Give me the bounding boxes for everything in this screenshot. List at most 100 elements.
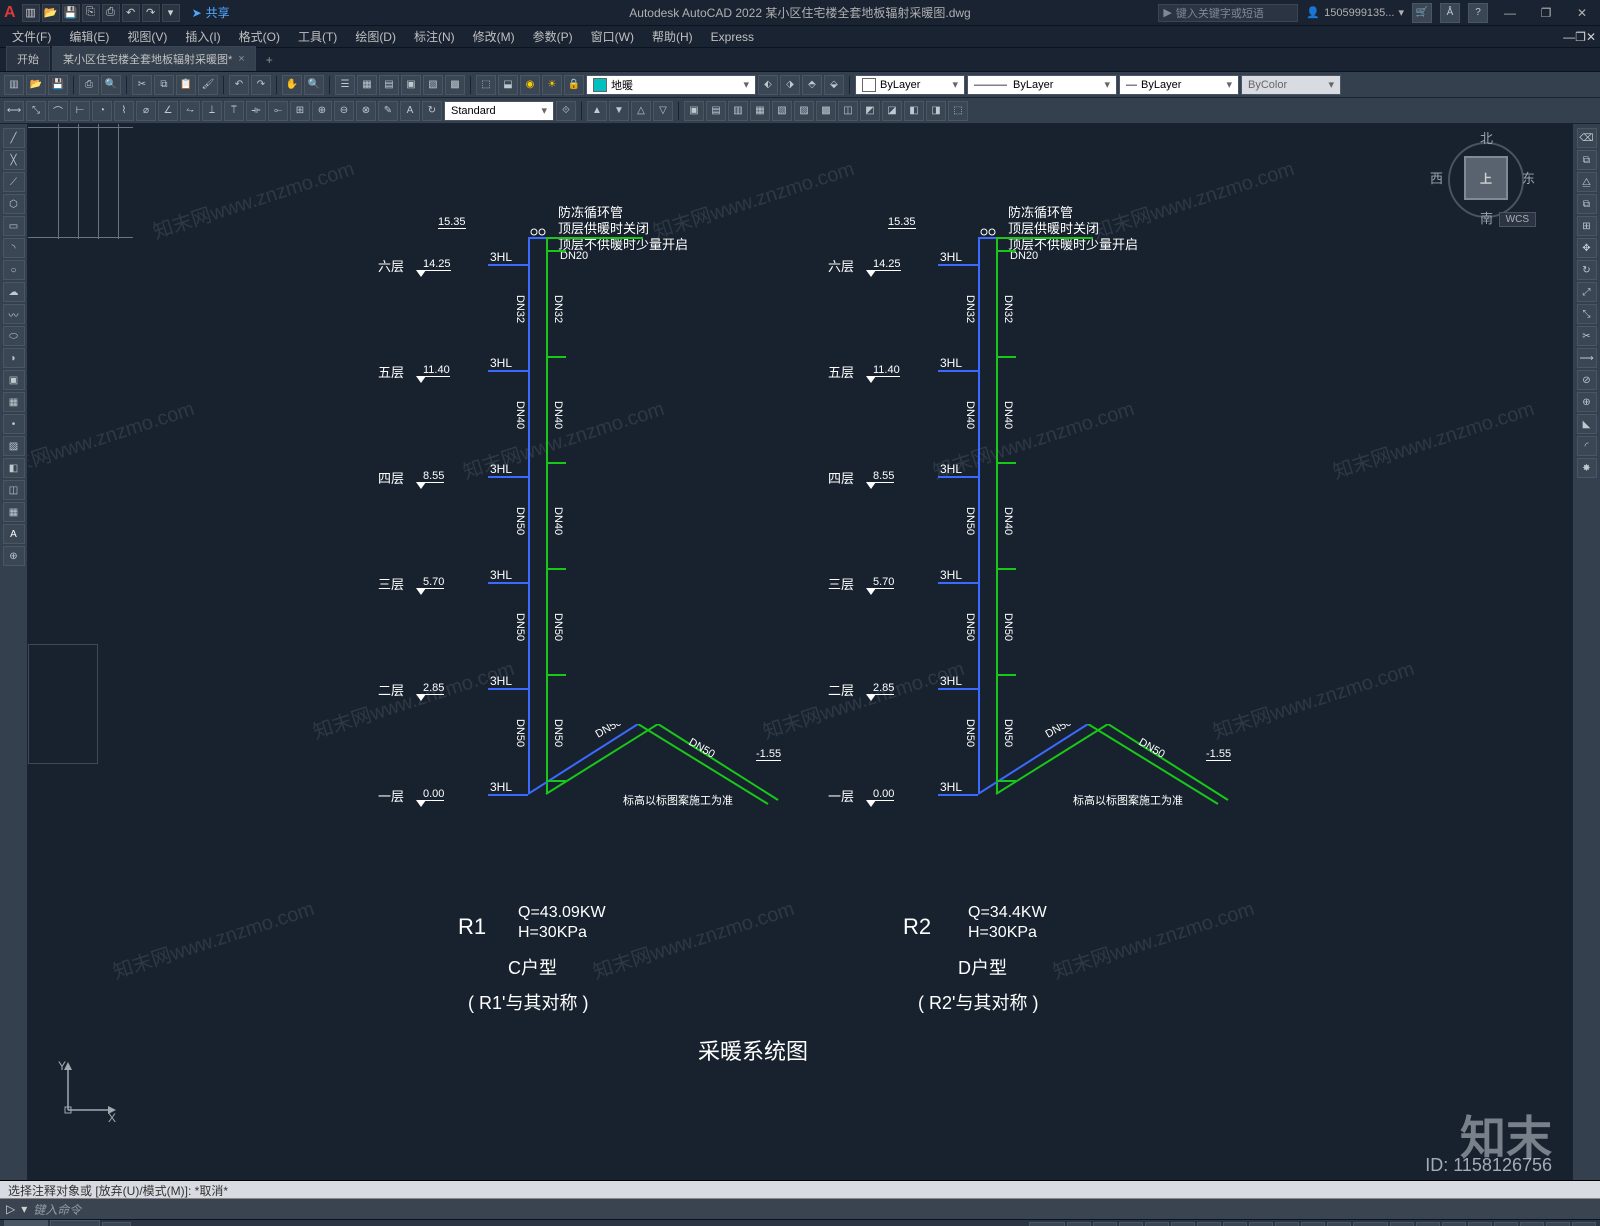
sheetset-icon[interactable]: ▣ (401, 75, 421, 95)
dim-tedit-icon[interactable]: A (400, 101, 420, 121)
status-monitor-icon[interactable]: 🖵 (1468, 1222, 1492, 1226)
layer-match-icon[interactable]: ⬘ (802, 75, 822, 95)
dwf-attach-icon[interactable]: ◨ (926, 101, 946, 121)
autodesk-app-icon[interactable]: Å (1440, 3, 1460, 23)
status-polar-icon[interactable]: ✛ (1145, 1222, 1169, 1226)
zoom-icon[interactable]: 🔍 (304, 75, 324, 95)
save-icon[interactable]: 💾 (48, 75, 68, 95)
layer-off-icon[interactable]: ⬙ (824, 75, 844, 95)
menu-tools[interactable]: 工具(T) (290, 26, 345, 47)
stretch-icon[interactable]: ⤡ (1577, 304, 1597, 324)
tab-start[interactable]: 开始 (6, 46, 50, 71)
textstyle-combo[interactable]: Standard ▾ (444, 101, 554, 121)
centermark-icon[interactable]: ⊕ (312, 101, 332, 121)
tab-active-drawing[interactable]: 某小区住宅楼全套地板辐射采暖图* × (52, 46, 256, 71)
dim-radius-icon[interactable]: ◔ (92, 101, 112, 121)
new-icon[interactable]: ▥ (4, 75, 24, 95)
region-icon[interactable]: ◫ (3, 480, 25, 500)
layer-lock-icon[interactable]: 🔒 (564, 75, 584, 95)
xref-bind-icon[interactable]: ▦ (750, 101, 770, 121)
layer-on-icon[interactable]: ◉ (520, 75, 540, 95)
copy-icon[interactable]: ⧉ (154, 75, 174, 95)
layer-freeze-icon[interactable]: ☀ (542, 75, 562, 95)
trim-icon[interactable]: ✂ (1577, 326, 1597, 346)
mtext-icon[interactable]: A (3, 524, 25, 544)
dim-update-icon[interactable]: ↻ (422, 101, 442, 121)
layer-mgr-icon[interactable]: ⬚ (476, 75, 496, 95)
dim-break-icon[interactable]: ⟜ (268, 101, 288, 121)
menu-draw[interactable]: 绘图(D) (347, 26, 404, 47)
polyline-icon[interactable]: ⟋ (3, 172, 25, 192)
status-lwt-icon[interactable]: ≣ (1275, 1222, 1299, 1226)
cart-icon[interactable]: 🛒 (1412, 3, 1432, 23)
join-icon[interactable]: ⊕ (1577, 392, 1597, 412)
status-snap-icon[interactable]: ⊡ (1093, 1222, 1117, 1226)
circle-icon[interactable]: ○ (3, 260, 25, 280)
designctr-icon[interactable]: ▦ (357, 75, 377, 95)
status-custom-icon[interactable]: ≡ (1572, 1222, 1596, 1226)
layer-prev-icon[interactable]: ⬖ (758, 75, 778, 95)
image-attach-icon[interactable]: ▨ (794, 101, 814, 121)
table-icon[interactable]: ▦ (3, 502, 25, 522)
menu-format[interactable]: 格式(O) (231, 26, 288, 47)
array-icon[interactable]: ⊞ (1577, 216, 1597, 236)
rectangle-icon[interactable]: ▭ (3, 216, 25, 236)
image-frame-icon[interactable]: ◧ (904, 101, 924, 121)
rotate-icon[interactable]: ↻ (1577, 260, 1597, 280)
copy2-icon[interactable]: ⧉ (1577, 150, 1597, 170)
break-icon[interactable]: ⊘ (1577, 370, 1597, 390)
user-account[interactable]: 👤 1505999135... ▾ (1306, 6, 1404, 19)
tolerance-icon[interactable]: ⊞ (290, 101, 310, 121)
dim-linear-icon[interactable]: ⟷ (4, 101, 24, 121)
properties-icon[interactable]: ☰ (335, 75, 355, 95)
lineweight-combo[interactable]: — ByLayer ▾ (1119, 75, 1239, 95)
polygon-icon[interactable]: ⬡ (3, 194, 25, 214)
spline-icon[interactable]: 〰 (3, 304, 25, 324)
xref-clip-icon[interactable]: ▥ (728, 101, 748, 121)
erase-icon[interactable]: ⌫ (1577, 128, 1597, 148)
status-ws-icon[interactable]: ◎ (1442, 1222, 1466, 1226)
drawing-canvas[interactable]: 知末网www.znzmo.com 知末网www.znzmo.com 知末网www… (28, 124, 1572, 1180)
doc-close-button[interactable]: ✕ (1586, 30, 1596, 44)
dim-ordinate-icon[interactable]: ⊢ (70, 101, 90, 121)
status-iso-icon[interactable]: ◢ (1494, 1222, 1518, 1226)
restore-button[interactable]: ❐ (1532, 3, 1560, 23)
insert-block-icon[interactable]: ▣ (3, 370, 25, 390)
dim-quick-icon[interactable]: ⥊ (180, 101, 200, 121)
move-icon[interactable]: ✥ (1577, 238, 1597, 258)
status-trans-icon[interactable]: ◐ (1301, 1222, 1325, 1226)
menu-express[interactable]: Express (703, 28, 762, 46)
menu-help[interactable]: 帮助(H) (644, 26, 701, 47)
status-grid-icon[interactable]: ⊞ (1067, 1222, 1091, 1226)
markup-icon[interactable]: ▧ (423, 75, 443, 95)
viewcube-north[interactable]: 北 (1480, 128, 1493, 147)
color-combo[interactable]: ByLayer ▾ (855, 75, 965, 95)
help-search[interactable]: ▶ 键入关键字或短语 (1158, 4, 1298, 22)
inspect-icon[interactable]: ⊖ (334, 101, 354, 121)
menu-edit[interactable]: 编辑(E) (61, 26, 117, 47)
status-clean-icon[interactable]: ☐ (1546, 1222, 1570, 1226)
scale-icon[interactable]: ⤢ (1577, 282, 1597, 302)
toolpal-icon[interactable]: ▤ (379, 75, 399, 95)
doc-restore-button[interactable]: ❐ (1575, 30, 1586, 44)
dim-edit-icon[interactable]: ✎ (378, 101, 398, 121)
redo-icon[interactable]: ↷ (251, 75, 271, 95)
ellipse-arc-icon[interactable]: ◗ (3, 348, 25, 368)
cut-icon[interactable]: ✂ (132, 75, 152, 95)
status-dyn-icon[interactable]: ≡ (1249, 1222, 1273, 1226)
gradient-icon[interactable]: ◧ (3, 458, 25, 478)
image-quality-icon[interactable]: ◩ (860, 101, 880, 121)
help-icon[interactable]: ? (1468, 3, 1488, 23)
point-icon[interactable]: • (3, 414, 25, 434)
open-icon[interactable]: 📂 (26, 75, 46, 95)
view-cube[interactable]: 北 南 西 东 上 WCS (1436, 134, 1536, 224)
draworder-above-icon[interactable]: △ (631, 101, 651, 121)
tab-new-button[interactable]: + (258, 49, 281, 71)
mirror-icon[interactable]: ⧋ (1577, 172, 1597, 192)
fillet-icon[interactable]: ◜ (1577, 436, 1597, 456)
make-block-icon[interactable]: ▦ (3, 392, 25, 412)
xref-attach-icon[interactable]: ▤ (706, 101, 726, 121)
share-button[interactable]: ➤ 共享 (192, 4, 230, 21)
preview-icon[interactable]: 🔍 (101, 75, 121, 95)
draworder-under-icon[interactable]: ▽ (653, 101, 673, 121)
